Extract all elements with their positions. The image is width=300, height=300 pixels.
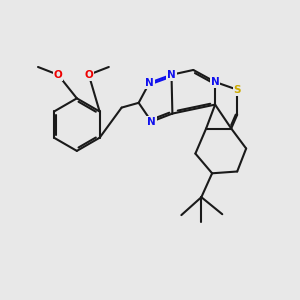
Text: O: O — [84, 70, 93, 80]
Text: O: O — [84, 70, 93, 80]
Text: N: N — [147, 117, 156, 127]
Text: O: O — [54, 70, 62, 80]
Text: N: N — [145, 78, 154, 88]
Text: N: N — [167, 70, 176, 80]
Text: N: N — [211, 77, 220, 87]
Text: O: O — [54, 70, 62, 80]
Text: S: S — [233, 85, 241, 95]
